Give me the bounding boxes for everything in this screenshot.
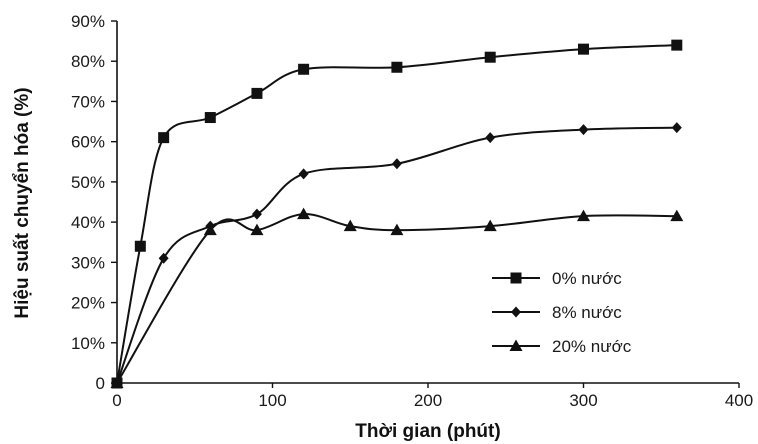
data-point-diamond <box>671 122 682 134</box>
x-tick-label: 400 <box>725 391 753 410</box>
y-tick-label: 50% <box>71 173 105 192</box>
data-point-square <box>204 112 216 124</box>
x-axis-ticks: 0 100 200 300 400 <box>112 383 753 410</box>
data-point-diamond <box>485 132 496 144</box>
legend-marker-diamond <box>511 306 521 318</box>
data-point-triangle <box>670 209 684 222</box>
y-tick-label: 60% <box>71 133 105 152</box>
data-point-diamond <box>158 252 169 264</box>
y-axis-title: Hiệu suất chuyển hóa (%) <box>12 87 33 318</box>
legend-item-0-pct-water: 0% nước <box>492 269 622 288</box>
y-tick-label: 80% <box>71 52 105 71</box>
legend-label: 8% nước <box>552 303 622 322</box>
series-line <box>116 213 677 384</box>
y-tick-label: 10% <box>71 334 105 353</box>
data-point-diamond <box>251 208 262 220</box>
y-axis-ticks: 0 10% 20% 30% 40% 50% 60% 70% 80% 90% <box>71 12 117 393</box>
data-point-triangle <box>297 207 311 220</box>
legend-marker-triangle <box>509 339 523 351</box>
data-point-square <box>298 63 310 75</box>
data-point-square <box>251 87 263 99</box>
data-point-square <box>484 51 496 63</box>
data-point-square <box>134 240 146 252</box>
data-point-triangle <box>483 219 497 232</box>
data-point-square <box>391 61 403 73</box>
legend-label: 20% nước <box>552 337 632 356</box>
axes <box>116 21 739 384</box>
data-point-diamond <box>298 168 309 180</box>
x-axis-title: Thời gian (phút) <box>355 421 500 442</box>
y-tick-label: 30% <box>71 253 105 272</box>
x-tick-label: 0 <box>112 391 121 410</box>
data-point-square <box>158 132 170 144</box>
y-tick-label: 70% <box>71 92 105 111</box>
series-layer <box>110 39 684 389</box>
legend-label: 0% nước <box>552 269 622 288</box>
data-point-diamond <box>391 158 402 170</box>
y-tick-label: 90% <box>71 12 105 31</box>
y-tick-label: 40% <box>71 213 105 232</box>
data-point-triangle <box>343 219 357 232</box>
x-tick-label: 200 <box>414 391 442 410</box>
legend-item-20-pct-water: 20% nước <box>492 337 632 356</box>
data-point-triangle <box>390 223 404 236</box>
data-point-triangle <box>110 376 124 388</box>
x-tick-label: 100 <box>258 391 286 410</box>
series-20-pct-water <box>110 207 684 388</box>
legend: 0% nước 8% nước 20% nước <box>492 269 632 356</box>
y-tick-label: 20% <box>71 294 105 313</box>
series-line <box>116 44 677 384</box>
legend-item-8-pct-water: 8% nước <box>492 303 622 322</box>
data-point-square <box>671 39 683 51</box>
y-tick-label: 0 <box>96 374 105 393</box>
data-point-square <box>578 43 589 55</box>
data-point-triangle <box>577 209 590 222</box>
x-tick-label: 300 <box>569 391 597 410</box>
data-point-triangle <box>250 223 264 236</box>
data-point-diamond <box>578 124 589 136</box>
legend-marker-square <box>510 272 522 284</box>
data-point-triangle <box>203 223 217 236</box>
series-8-pct-water <box>112 122 682 389</box>
